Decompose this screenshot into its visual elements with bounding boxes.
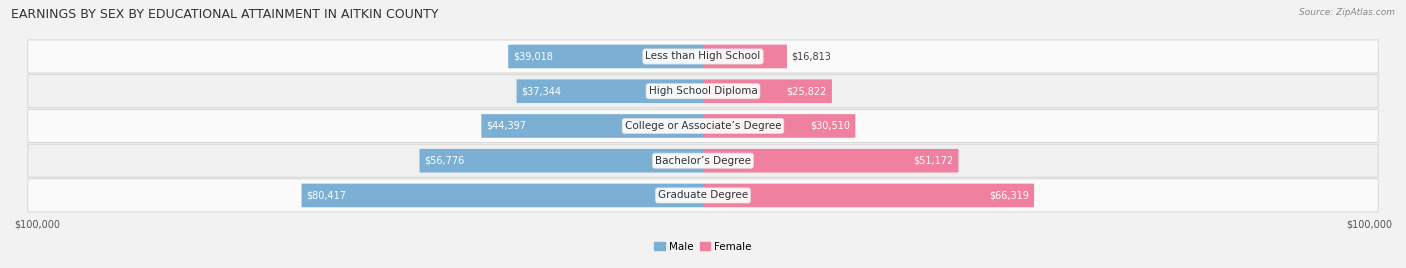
FancyBboxPatch shape bbox=[301, 184, 703, 207]
FancyBboxPatch shape bbox=[516, 79, 703, 103]
Text: College or Associate’s Degree: College or Associate’s Degree bbox=[624, 121, 782, 131]
FancyBboxPatch shape bbox=[28, 75, 1378, 108]
Text: Graduate Degree: Graduate Degree bbox=[658, 191, 748, 200]
FancyBboxPatch shape bbox=[28, 144, 1378, 177]
FancyBboxPatch shape bbox=[703, 184, 1033, 207]
FancyBboxPatch shape bbox=[28, 109, 1378, 143]
Text: $100,000: $100,000 bbox=[1346, 220, 1392, 230]
FancyBboxPatch shape bbox=[508, 45, 703, 68]
Text: EARNINGS BY SEX BY EDUCATIONAL ATTAINMENT IN AITKIN COUNTY: EARNINGS BY SEX BY EDUCATIONAL ATTAINMEN… bbox=[11, 8, 439, 21]
Text: Less than High School: Less than High School bbox=[645, 51, 761, 61]
FancyBboxPatch shape bbox=[703, 114, 855, 138]
FancyBboxPatch shape bbox=[419, 149, 703, 173]
Text: $16,813: $16,813 bbox=[792, 51, 831, 61]
Text: $39,018: $39,018 bbox=[513, 51, 553, 61]
Text: Bachelor’s Degree: Bachelor’s Degree bbox=[655, 156, 751, 166]
Text: $44,397: $44,397 bbox=[486, 121, 526, 131]
Legend: Male, Female: Male, Female bbox=[650, 237, 756, 256]
Text: $25,822: $25,822 bbox=[786, 86, 827, 96]
Text: $37,344: $37,344 bbox=[522, 86, 561, 96]
Text: $80,417: $80,417 bbox=[307, 191, 346, 200]
FancyBboxPatch shape bbox=[703, 149, 959, 173]
Text: $30,510: $30,510 bbox=[810, 121, 851, 131]
FancyBboxPatch shape bbox=[28, 40, 1378, 73]
Text: $100,000: $100,000 bbox=[14, 220, 60, 230]
FancyBboxPatch shape bbox=[28, 179, 1378, 212]
Text: $66,319: $66,319 bbox=[990, 191, 1029, 200]
FancyBboxPatch shape bbox=[703, 45, 787, 68]
Text: Source: ZipAtlas.com: Source: ZipAtlas.com bbox=[1299, 8, 1395, 17]
Text: High School Diploma: High School Diploma bbox=[648, 86, 758, 96]
Text: $51,172: $51,172 bbox=[914, 156, 953, 166]
FancyBboxPatch shape bbox=[481, 114, 703, 138]
Text: $56,776: $56,776 bbox=[425, 156, 465, 166]
FancyBboxPatch shape bbox=[703, 79, 832, 103]
